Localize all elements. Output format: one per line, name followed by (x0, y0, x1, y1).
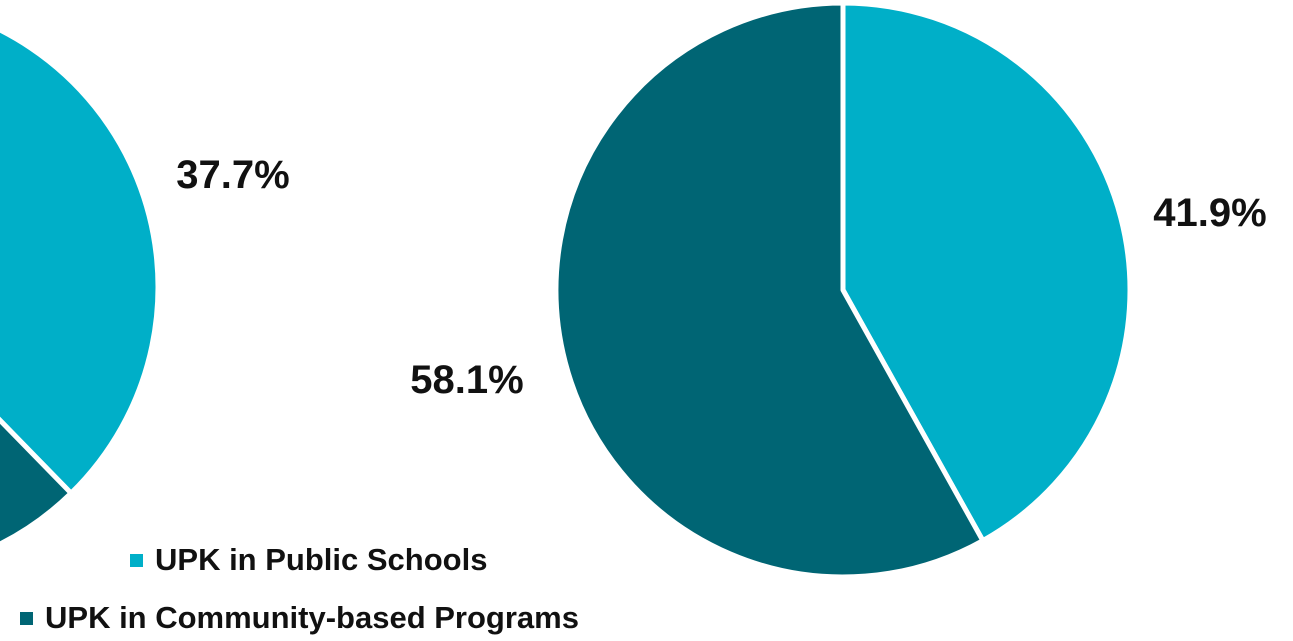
pie-right-label-community-programs: 58.1% (410, 358, 523, 402)
pie-right-label-public-schools: 41.9% (1153, 191, 1266, 235)
legend-label-public-schools: UPK in Public Schools (155, 542, 488, 577)
legend-item-community-programs: UPK in Community-based Programs (20, 600, 579, 636)
legend-swatch-public-schools (130, 553, 143, 567)
pie-right-slice-public-schools (840, 0, 1133, 544)
legend-swatch-community-programs (20, 611, 33, 625)
pie-right-slice-community-programs (553, 0, 986, 580)
pie-chart-right (553, 0, 1133, 580)
legend-label-community-programs: UPK in Community-based Programs (45, 600, 579, 635)
pie-left-slice-public-schools (0, 27, 161, 496)
pie-left-label-public-schools: 37.7% (176, 153, 289, 197)
pie-left-slice-community-programs (0, 416, 74, 547)
pie-chart-left (0, 27, 161, 547)
legend-item-public-schools: UPK in Public Schools (130, 542, 487, 578)
data-labels: 37.7% 41.9% 58.1% (176, 153, 1266, 402)
